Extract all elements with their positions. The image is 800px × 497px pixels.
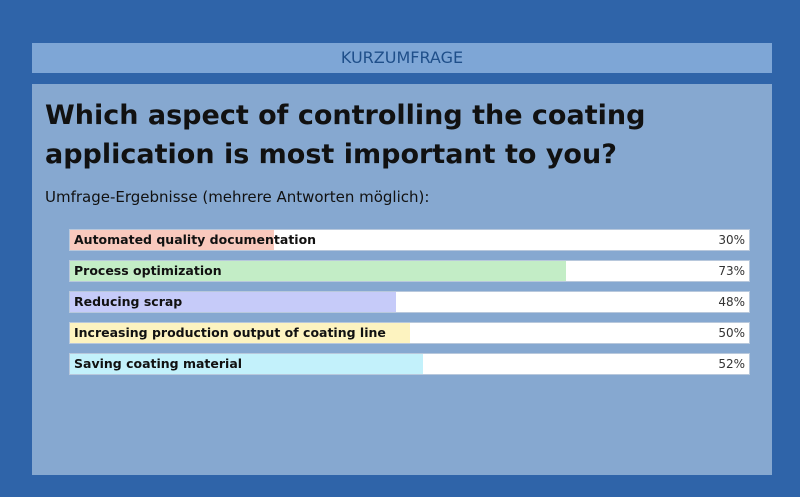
survey-header: KURZUMFRAGE	[32, 43, 772, 73]
result-row: Automated quality documentation 30%	[69, 229, 750, 251]
result-percent: 52%	[718, 357, 745, 371]
result-percent: 73%	[718, 264, 745, 278]
result-bar-fill	[70, 261, 566, 281]
result-label: Reducing scrap	[74, 294, 183, 309]
result-label: Automated quality documentation	[74, 232, 317, 247]
result-label: Saving coating material	[74, 356, 243, 371]
result-row: Reducing scrap 48%	[69, 291, 750, 313]
question-title: Which aspect of controlling the coating …	[45, 100, 646, 170]
result-bar-fill	[70, 354, 424, 374]
results-subtitle: Umfrage-Ergebnisse (mehrere Antworten mö…	[45, 188, 430, 206]
result-row: Saving coating material 52%	[69, 353, 750, 375]
result-bar-fill	[70, 230, 274, 250]
result-percent: 48%	[718, 295, 745, 309]
result-label: Increasing production output of coating …	[74, 325, 386, 340]
result-percent: 30%	[718, 233, 745, 247]
result-percent: 50%	[718, 326, 745, 340]
result-label: Process optimization	[74, 263, 222, 278]
survey-panel: Which aspect of controlling the coating …	[32, 84, 772, 475]
result-bar-fill	[70, 323, 410, 343]
result-row: Increasing production output of coating …	[69, 322, 750, 344]
result-row: Process optimization 73%	[69, 260, 750, 282]
result-bar-fill	[70, 292, 396, 312]
